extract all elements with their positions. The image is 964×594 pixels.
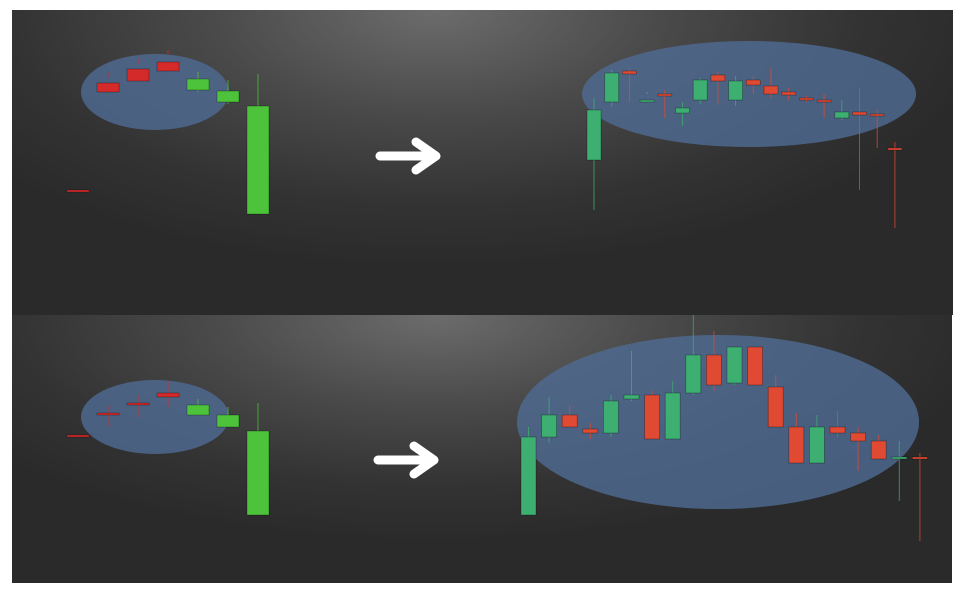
bullish-candle [520, 436, 537, 516]
bearish-candle [622, 70, 637, 75]
bullish-candle [586, 109, 602, 161]
bearish-candle [781, 91, 797, 96]
bearish-candle [96, 412, 120, 416]
bearish-candle [706, 354, 722, 386]
bullish-candle [186, 78, 210, 91]
bullish-candle [675, 107, 690, 114]
bearish-candle [767, 386, 784, 428]
example-highlight-ellipse [517, 335, 919, 509]
example-candles [520, 315, 928, 541]
pattern-highlight-ellipse [81, 380, 229, 454]
bullish-candle [603, 400, 619, 434]
bullish-candle [604, 72, 620, 103]
bullish-candle [639, 99, 655, 103]
bullish-candle [728, 80, 743, 101]
right-arrow-icon [373, 441, 439, 479]
bearish-candle [745, 79, 761, 86]
bearish-candle [582, 428, 599, 434]
bearish-candle [644, 394, 660, 440]
bullish-candle [246, 430, 270, 516]
bullish-candle [664, 392, 681, 440]
bullish-candle [216, 90, 240, 103]
bearish-candle [96, 82, 120, 93]
pattern-candles [66, 381, 270, 516]
bearish-candle [710, 74, 726, 82]
bearish-candle [156, 392, 180, 398]
bearish-candle [657, 93, 673, 97]
bottom-panel-canvas [66, 315, 928, 541]
bearish-candle [816, 99, 832, 103]
bullish-candle [216, 414, 240, 428]
bullish-candle [891, 456, 908, 460]
bullish-candle [685, 354, 702, 394]
bearish-candle [156, 61, 180, 72]
bullish-candle [809, 426, 825, 464]
bullish-candle [186, 404, 210, 416]
bullish-candle [692, 79, 708, 101]
bearish-candle [870, 440, 887, 460]
bearish-candle [850, 432, 866, 442]
bearish-candle [869, 113, 885, 117]
bullish-candle [726, 346, 743, 384]
top-panel-canvas [66, 41, 916, 228]
bearish-candle [852, 111, 867, 116]
bearish-candle [126, 68, 150, 82]
top-panel [12, 10, 953, 315]
bearish-candle [763, 85, 779, 95]
bearish-candle [561, 414, 578, 428]
bullish-candle [834, 111, 850, 119]
example-candles [586, 68, 903, 228]
bearish-candle [912, 456, 928, 460]
bearish-candle [66, 434, 90, 438]
bullish-candle [623, 394, 640, 400]
pattern-candles [66, 50, 270, 215]
bearish-candle [887, 147, 903, 151]
bearish-candle [788, 426, 805, 464]
bearish-candle [747, 346, 763, 386]
bearish-candle [66, 189, 90, 193]
bottom-panel [12, 315, 952, 583]
bullish-candle [541, 414, 557, 438]
right-arrow-icon [375, 137, 441, 175]
bearish-candle [126, 402, 150, 406]
example-highlight-ellipse [582, 41, 916, 147]
bearish-candle [829, 426, 846, 434]
bullish-candle [246, 105, 270, 215]
bearish-candle [799, 97, 814, 101]
pattern-highlight-ellipse [81, 54, 229, 130]
